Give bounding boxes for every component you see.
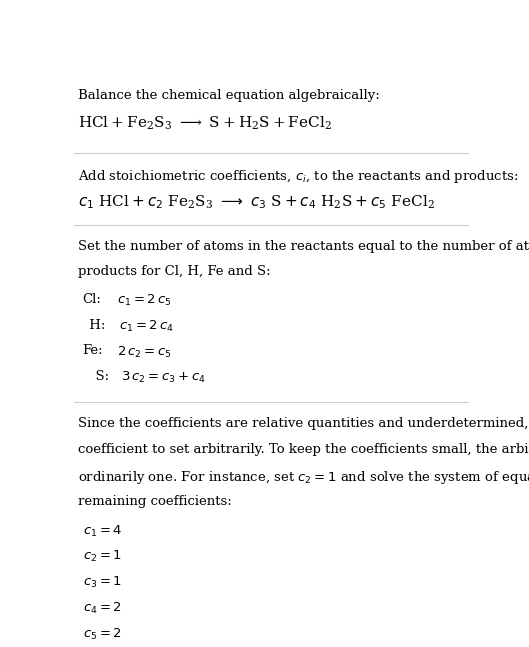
Text: $\mathregular{HCl + Fe_2S_3 \ \longrightarrow \ S + H_2S + FeCl_2}$: $\mathregular{HCl + Fe_2S_3 \ \longright… bbox=[78, 115, 332, 132]
Text: Set the number of atoms in the reactants equal to the number of atoms in the: Set the number of atoms in the reactants… bbox=[78, 239, 529, 252]
Text: $3\,c_2 = c_3 + c_4$: $3\,c_2 = c_3 + c_4$ bbox=[122, 370, 206, 386]
Text: $c_1 = 4$: $c_1 = 4$ bbox=[83, 523, 122, 538]
Text: remaining coefficients:: remaining coefficients: bbox=[78, 495, 232, 508]
Text: S:: S: bbox=[87, 370, 109, 384]
Text: Balance the chemical equation algebraically:: Balance the chemical equation algebraica… bbox=[78, 89, 380, 102]
Text: $c_5 = 2$: $c_5 = 2$ bbox=[83, 627, 122, 642]
Text: Cl:: Cl: bbox=[83, 292, 102, 305]
Text: $c_3 = 1$: $c_3 = 1$ bbox=[83, 575, 122, 590]
Text: Add stoichiometric coefficients, $c_i$, to the reactants and products:: Add stoichiometric coefficients, $c_i$, … bbox=[78, 168, 519, 185]
Text: $2\,c_2 = c_5$: $2\,c_2 = c_5$ bbox=[117, 344, 172, 360]
Text: $c_2 = 1$: $c_2 = 1$ bbox=[83, 549, 122, 564]
Text: Fe:: Fe: bbox=[83, 344, 103, 358]
Text: H:: H: bbox=[85, 318, 105, 331]
Text: Since the coefficients are relative quantities and underdetermined, choose a: Since the coefficients are relative quan… bbox=[78, 417, 529, 430]
Text: $c_4 = 2$: $c_4 = 2$ bbox=[83, 601, 122, 616]
Text: products for Cl, H, Fe and S:: products for Cl, H, Fe and S: bbox=[78, 265, 271, 278]
Text: coefficient to set arbitrarily. To keep the coefficients small, the arbitrary va: coefficient to set arbitrarily. To keep … bbox=[78, 443, 529, 456]
Text: ordinarily one. For instance, set $c_2 = 1$ and solve the system of equations fo: ordinarily one. For instance, set $c_2 =… bbox=[78, 469, 529, 486]
Text: $c_1 = 2\,c_5$: $c_1 = 2\,c_5$ bbox=[117, 292, 172, 308]
Text: $c_1 = 2\,c_4$: $c_1 = 2\,c_4$ bbox=[120, 318, 175, 334]
Text: $c_1\ \mathregular{HCl} + c_2\ \mathregular{Fe_2S_3} \ \longrightarrow \ c_3\ \m: $c_1\ \mathregular{HCl} + c_2\ \mathregu… bbox=[78, 193, 435, 212]
